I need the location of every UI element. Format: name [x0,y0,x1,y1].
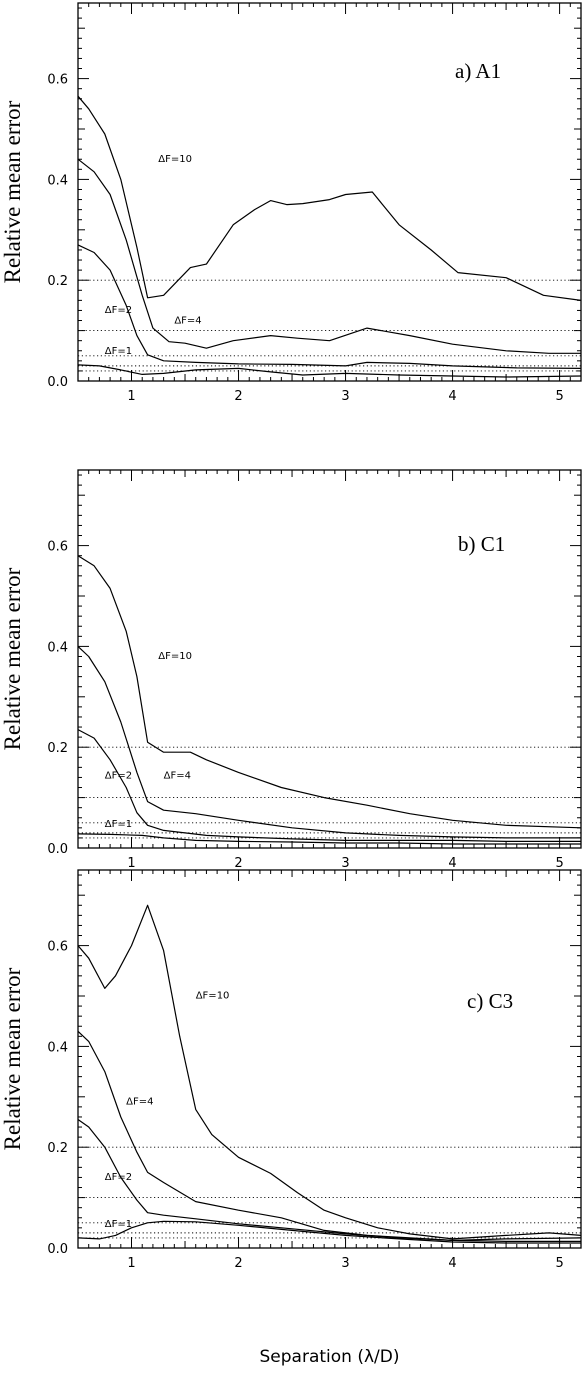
y-axis-label: Relative mean error [0,967,25,1150]
curve-label: ΔF=2 [105,1172,132,1183]
curve-label: ΔF=1 [105,346,132,357]
x-tick-label: 3 [341,856,349,871]
curve-label: ΔF=10 [158,651,192,662]
plot-frame [77,469,582,849]
curve-label: ΔF=10 [196,991,230,1002]
y-tick-label: 0.4 [47,640,68,655]
curve-label: ΔF=1 [105,1219,132,1230]
chart-panel-2: 1 2 3 4 5 0.0 0.2 0.4 0.6 Relative mean error b) C… [0,469,582,871]
x-tick-label: 5 [555,856,563,871]
series-line-1 [77,904,582,1240]
y-tick-label: 0.0 [47,375,68,390]
x-tick-label: 5 [555,389,563,404]
series-line-1 [77,555,582,829]
y-tick-label: 0.0 [47,1242,68,1257]
x-tick-label: 4 [448,389,456,404]
series-line-1 [77,95,582,301]
x-axis-label: Separation (λ/D) [260,1347,400,1367]
curve-label: ΔF=2 [105,770,132,781]
curve-label: ΔF=10 [158,154,192,165]
y-tick-label: 0.6 [47,940,68,955]
x-tick-label: 2 [234,1256,242,1271]
chart-panel-1: 1 2 3 4 5 0.0 0.2 0.4 0.6 Relative mean error a) A… [0,2,582,404]
y-axis-label: Relative mean error [0,567,25,750]
x-tick-label: 2 [234,856,242,871]
series-line-4 [77,1220,581,1244]
panel-title: a) A1 [455,59,501,83]
y-tick-label: 0.4 [47,173,68,188]
curve-label: ΔF=1 [105,819,132,830]
x-tick-label: 1 [127,856,135,871]
series-line-2 [77,158,581,354]
chart-panel-3: 1 2 3 4 5 0.0 0.2 0.4 0.6 Relative mean error c) C… [0,869,582,1367]
series-line-3 [77,729,581,842]
series-line-3 [77,1119,581,1242]
plot-frame [77,869,582,1249]
x-tick-label: 1 [127,1256,135,1271]
series-line-3 [77,244,582,369]
series-line-2 [77,1030,582,1241]
series-line-2 [77,645,581,839]
y-tick-label: 0.2 [47,1141,68,1156]
curve-label: ΔF=4 [164,770,191,781]
y-axis-label: Relative mean error [0,100,25,283]
y-tick-label: 0.6 [47,540,68,555]
y-tick-label: 0.6 [47,73,68,88]
plot-frame [77,2,582,382]
x-tick-label: 3 [341,1256,349,1271]
y-tick-label: 0.2 [47,274,68,289]
x-tick-label: 4 [448,856,456,871]
x-tick-label: 5 [555,1256,563,1271]
x-tick-label: 4 [448,1256,456,1271]
x-tick-label: 3 [341,389,349,404]
y-tick-label: 0.0 [47,842,68,857]
series-line-4 [77,364,582,378]
y-tick-label: 0.4 [47,1040,68,1055]
curve-label: ΔF=4 [126,1096,153,1107]
x-tick-label: 1 [127,389,135,404]
y-tick-label: 0.2 [47,741,68,756]
panel-title: c) C3 [467,989,513,1013]
x-tick-label: 2 [234,389,242,404]
series-line-4 [77,833,581,845]
curve-label: ΔF=4 [174,316,201,327]
panel-title: b) C1 [458,532,505,556]
curve-label: ΔF=2 [105,305,132,316]
